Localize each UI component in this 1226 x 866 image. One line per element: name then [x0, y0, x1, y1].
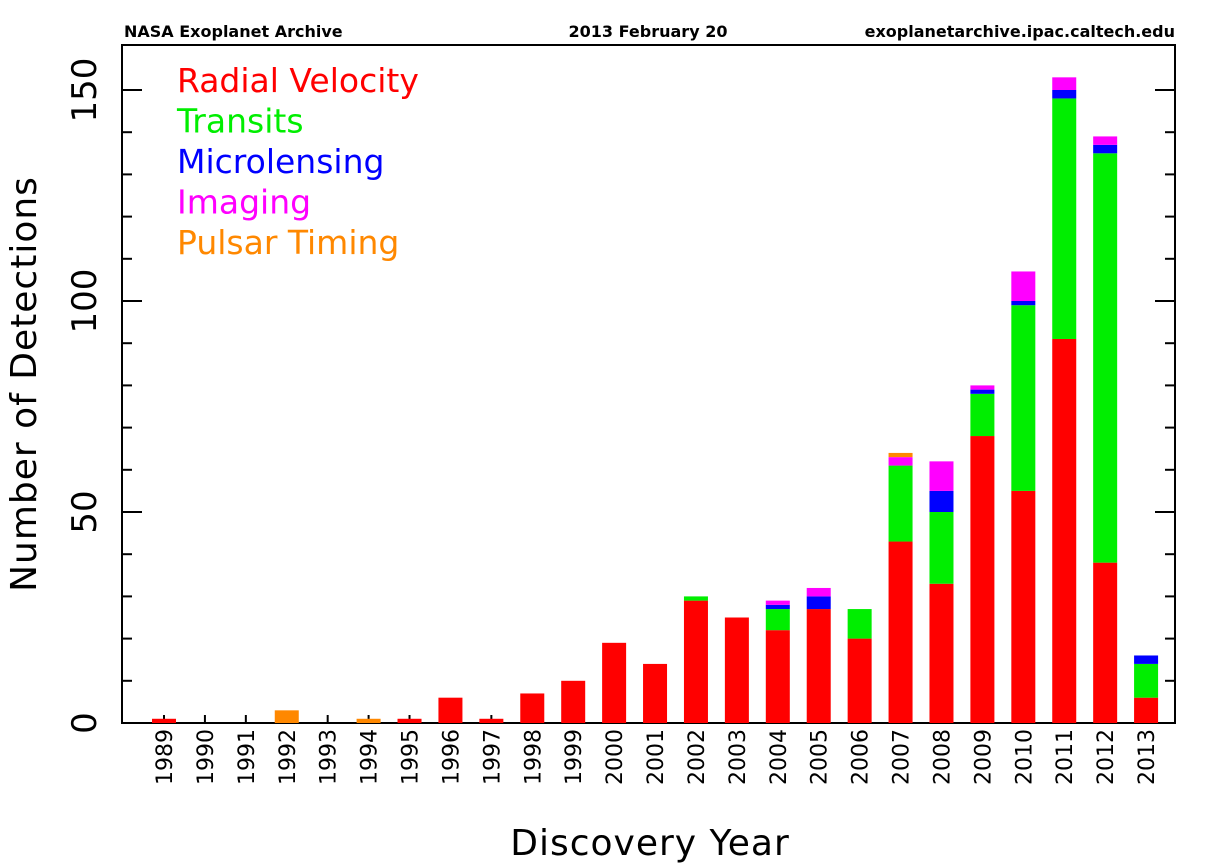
bar-segment — [1011, 271, 1036, 301]
x-tick-label: 2012 — [1094, 729, 1119, 785]
bar-segment — [1093, 562, 1118, 723]
header-center: 2013 February 20 — [569, 22, 728, 41]
bar-segment — [643, 663, 668, 723]
legend-entry: Pulsar Timing — [177, 223, 399, 262]
bar-segment — [888, 465, 913, 542]
x-tick-labels: 1989 1990 1991 1992 1993 1994 1995 1996 1997 1998… — [153, 729, 1160, 785]
bar-segment — [806, 587, 831, 597]
x-tick-label: 2002 — [685, 729, 710, 785]
x-tick-label: 2007 — [890, 729, 915, 785]
bar-segment — [1052, 77, 1077, 90]
bar-segment — [1052, 90, 1077, 99]
bar-segment — [520, 693, 545, 723]
bar-segment — [806, 609, 831, 723]
x-tick-label: 2001 — [644, 729, 669, 785]
x-tick-label: 1997 — [480, 729, 505, 785]
x-tick-label: 1998 — [521, 729, 546, 785]
x-tick-label: 2009 — [971, 729, 996, 785]
y-tick-label: 0 — [65, 712, 105, 734]
bar-segment — [847, 609, 872, 639]
y-tick-labels: 0 50 100 150 — [65, 58, 105, 734]
x-tick-label: 1993 — [317, 729, 342, 785]
x-tick-label: 1995 — [399, 729, 424, 785]
bar-segment — [888, 457, 913, 466]
legend-entry: Transits — [176, 102, 304, 141]
bar-segment — [929, 512, 954, 584]
x-tick-label: 2003 — [726, 729, 751, 785]
bar-segment — [479, 718, 504, 723]
x-tick-label: 2010 — [1012, 729, 1037, 785]
x-tick-label: 1989 — [153, 729, 178, 785]
bar-segment — [274, 710, 299, 723]
bars-group — [152, 77, 1159, 723]
y-tick-label: 100 — [65, 269, 105, 334]
bar-segment — [602, 642, 627, 723]
x-tick-label: 2011 — [1053, 729, 1078, 785]
legend-entry: Microlensing — [177, 142, 384, 181]
x-tick-label: 1991 — [235, 729, 260, 785]
bar-segment — [888, 541, 913, 723]
x-tick-label: 2008 — [930, 729, 955, 785]
bar-segment — [970, 393, 995, 437]
bar-segment — [765, 609, 790, 631]
x-axis-label: Discovery Year — [510, 823, 790, 864]
bar-segment — [683, 596, 708, 601]
y-tick-label: 50 — [65, 490, 105, 533]
bar-segment — [1093, 136, 1118, 145]
bar-segment — [356, 718, 381, 723]
legend-entry: Radial Velocity — [177, 61, 419, 100]
x-tick-label: 1999 — [562, 729, 587, 785]
bar-segment — [765, 604, 790, 610]
bar-segment — [970, 436, 995, 723]
bar-segment — [1011, 305, 1036, 491]
legend: Radial VelocityTransitsMicrolensingImagi… — [176, 61, 419, 262]
legend-entry: Imaging — [177, 183, 311, 222]
bar-segment — [1011, 301, 1036, 306]
bar-segment — [765, 630, 790, 723]
bar-segment — [397, 718, 422, 723]
bar-segment — [438, 697, 463, 723]
x-tick-label: 1994 — [358, 729, 383, 785]
bar-segment — [1134, 697, 1159, 723]
header-left: NASA Exoplanet Archive — [124, 22, 343, 41]
bar-segment — [683, 600, 708, 723]
bar-segment — [929, 583, 954, 723]
x-tick-label: 2013 — [1135, 729, 1160, 785]
bar-segment — [929, 490, 954, 512]
x-tick-label: 2005 — [808, 729, 833, 785]
x-tick-label: 1996 — [439, 729, 464, 785]
bar-segment — [847, 638, 872, 723]
x-tick-label: 2006 — [849, 729, 874, 785]
bar-segment — [929, 461, 954, 491]
y-tick-label: 150 — [65, 58, 105, 123]
x-tick-label: 1992 — [276, 729, 301, 785]
bar-segment — [1052, 338, 1077, 723]
bar-segment — [970, 389, 995, 394]
bar-segment — [806, 596, 831, 610]
bar-segment — [1093, 153, 1118, 563]
x-tick-label: 1990 — [194, 729, 219, 785]
y-axis-label: Number of Detections — [4, 176, 45, 592]
bar-segment — [152, 718, 176, 723]
bar-segment — [1052, 98, 1077, 339]
x-tick-label: 2004 — [767, 729, 792, 785]
bar-segment — [1134, 655, 1159, 664]
header-right: exoplanetarchive.ipac.caltech.edu — [865, 22, 1175, 41]
bar-segment — [1093, 144, 1118, 154]
bar-segment — [724, 617, 749, 723]
x-tick-label: 2000 — [603, 729, 628, 785]
bar-segment — [1011, 490, 1036, 723]
bar-segment — [888, 452, 913, 458]
bar-segment — [970, 385, 995, 390]
bar-segment — [561, 680, 586, 723]
bar-segment — [1134, 663, 1159, 698]
bar-segment — [765, 600, 790, 605]
